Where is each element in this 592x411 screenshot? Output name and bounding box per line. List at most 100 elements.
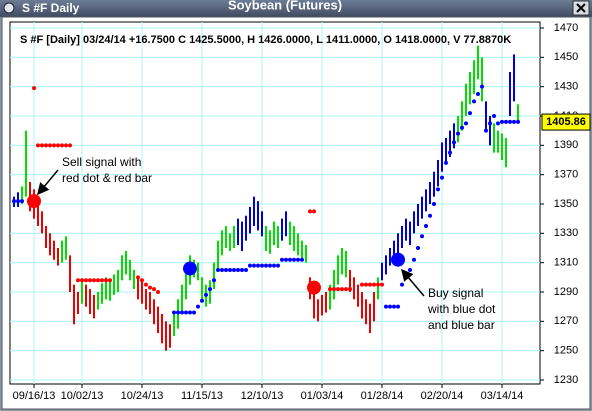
stop-dot [340, 287, 344, 292]
annotation-text: Sell signal with [62, 155, 141, 169]
x-tick-label: 09/16/13 [13, 390, 56, 402]
stop-dot [224, 268, 228, 272]
stop-dot [408, 268, 412, 272]
stop-dot [100, 278, 104, 283]
y-tick-label: 1250 [554, 345, 578, 357]
marks [12, 45, 520, 351]
stop-dot [16, 199, 20, 204]
stop-dot [148, 285, 152, 290]
stop-dot [328, 287, 332, 292]
stop-dot [296, 257, 300, 262]
stop-dot [468, 111, 472, 116]
y-tick-label: 1350 [554, 198, 578, 210]
signal-dot [391, 252, 405, 267]
y-tick-label: 1430 [554, 81, 578, 93]
stop-dot [48, 143, 52, 148]
stop-dot [384, 304, 388, 309]
close-icon[interactable] [576, 3, 586, 13]
last-price-label: 1405.86 [546, 116, 586, 128]
y-tick-label: 1310 [554, 257, 578, 269]
stop-dot [508, 119, 512, 124]
signal-dot [183, 261, 197, 276]
signal-dot [307, 280, 321, 295]
stop-dot [284, 257, 288, 262]
stop-dot [432, 202, 436, 206]
annotation-text: with blue dot [427, 302, 496, 316]
x-tick-label: 01/28/14 [361, 390, 404, 402]
stop-dot [380, 282, 384, 287]
y-tick-label: 1470 [554, 22, 578, 34]
stop-dot [500, 119, 504, 124]
stop-dot [424, 224, 428, 228]
y-tick-label: 1450 [554, 51, 578, 63]
stop-dot [76, 278, 80, 283]
stop-dot [452, 140, 456, 145]
stop-dot [192, 310, 196, 315]
stop-dot [460, 125, 464, 130]
stop-dot [52, 143, 56, 148]
stop-dot [32, 86, 36, 91]
stop-dot [260, 263, 264, 268]
stop-dot [300, 257, 304, 262]
x-tick-label: 10/02/13 [61, 390, 104, 402]
stop-dot [68, 143, 72, 148]
stop-dot [472, 99, 476, 104]
stop-dot [36, 143, 40, 148]
stop-dot [444, 160, 448, 165]
stop-dot [136, 275, 140, 280]
stop-dot [228, 268, 232, 272]
stop-dot [180, 310, 184, 315]
stop-dot [488, 121, 492, 126]
y-tick-label: 1370 [554, 169, 578, 181]
stop-dot [420, 234, 424, 239]
stop-dot [492, 114, 496, 118]
info-line: S #F [Daily] 03/24/14 +16.7500 C 1425.50… [20, 34, 511, 46]
x-tick-label: 12/10/13 [241, 390, 284, 402]
stop-dot [200, 298, 204, 303]
stop-dot [196, 304, 200, 309]
stop-dot [220, 268, 224, 272]
stop-dot [268, 263, 272, 268]
stop-dot [188, 310, 192, 315]
stop-dot [376, 282, 380, 287]
plot-area [9, 21, 541, 385]
stop-dot [464, 121, 468, 126]
stop-dot [184, 310, 188, 315]
y-tick-label: 1230 [554, 374, 578, 386]
stop-dot [484, 128, 488, 133]
stop-dot [280, 257, 284, 262]
last-price-box [541, 113, 591, 131]
signal-dot [27, 194, 41, 209]
stop-dot [388, 304, 392, 309]
stop-dot [172, 310, 176, 315]
stop-dot [448, 150, 452, 155]
stop-dot [456, 131, 460, 136]
stop-dot [204, 292, 208, 297]
annotation-text: and blue bar [428, 318, 495, 332]
stop-dot [176, 310, 180, 315]
stop-dot [96, 278, 100, 283]
stop-dot [88, 278, 92, 283]
window-icon[interactable] [3, 2, 15, 14]
stop-dot [368, 282, 372, 287]
stop-dot [240, 268, 244, 272]
stop-dot [140, 278, 144, 283]
stop-dot [40, 143, 44, 148]
stop-dot [412, 257, 416, 262]
stop-dot [480, 84, 484, 89]
stop-dot [344, 287, 348, 292]
stop-dot [272, 263, 276, 268]
stop-dot [12, 199, 16, 204]
x-tick-label: 01/03/14 [301, 390, 344, 402]
x-tick-label: 10/24/13 [121, 390, 164, 402]
x-tick-label: 03/14/14 [481, 390, 524, 402]
window-title: S #F Daily [22, 1, 80, 15]
stop-dot [64, 143, 68, 148]
stop-dot [60, 143, 64, 148]
y-tick-label: 1290 [554, 286, 578, 298]
stop-dot [336, 287, 340, 292]
stop-dot [516, 119, 520, 124]
stop-dot [20, 199, 24, 204]
